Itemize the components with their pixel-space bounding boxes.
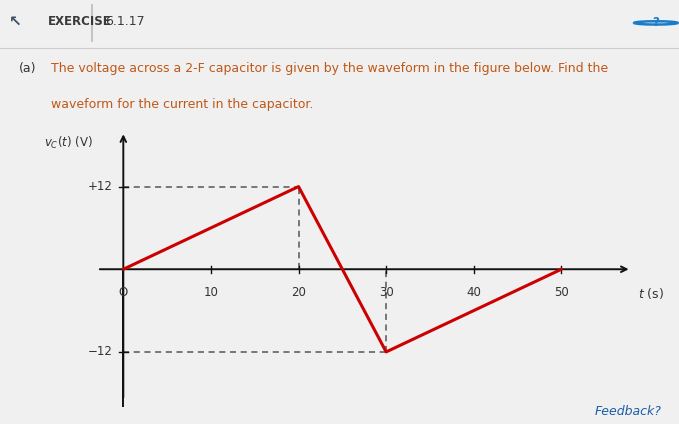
Text: O: O [119,287,128,299]
Text: ↖: ↖ [9,14,21,29]
Text: 20: 20 [291,287,306,299]
Text: The voltage across a 2-F capacitor is given by the waveform in the figure below.: The voltage across a 2-F capacitor is gi… [51,62,608,75]
Text: $v_C(t)$ (V): $v_C(t)$ (V) [44,135,92,151]
Text: +12: +12 [88,180,113,193]
Text: $t$ (s): $t$ (s) [638,287,665,301]
Text: 30: 30 [379,287,394,299]
Text: EXERCISE: EXERCISE [48,15,111,28]
Text: ?: ? [653,17,659,29]
Text: waveform for the current in the capacitor.: waveform for the current in the capacito… [51,98,313,111]
Text: 6.1.17: 6.1.17 [105,15,145,28]
Text: 50: 50 [554,287,569,299]
Text: −12: −12 [88,346,113,358]
Text: Feedback?: Feedback? [595,404,662,418]
Text: (a): (a) [19,62,37,75]
Text: 10: 10 [204,287,219,299]
Text: 40: 40 [466,287,481,299]
